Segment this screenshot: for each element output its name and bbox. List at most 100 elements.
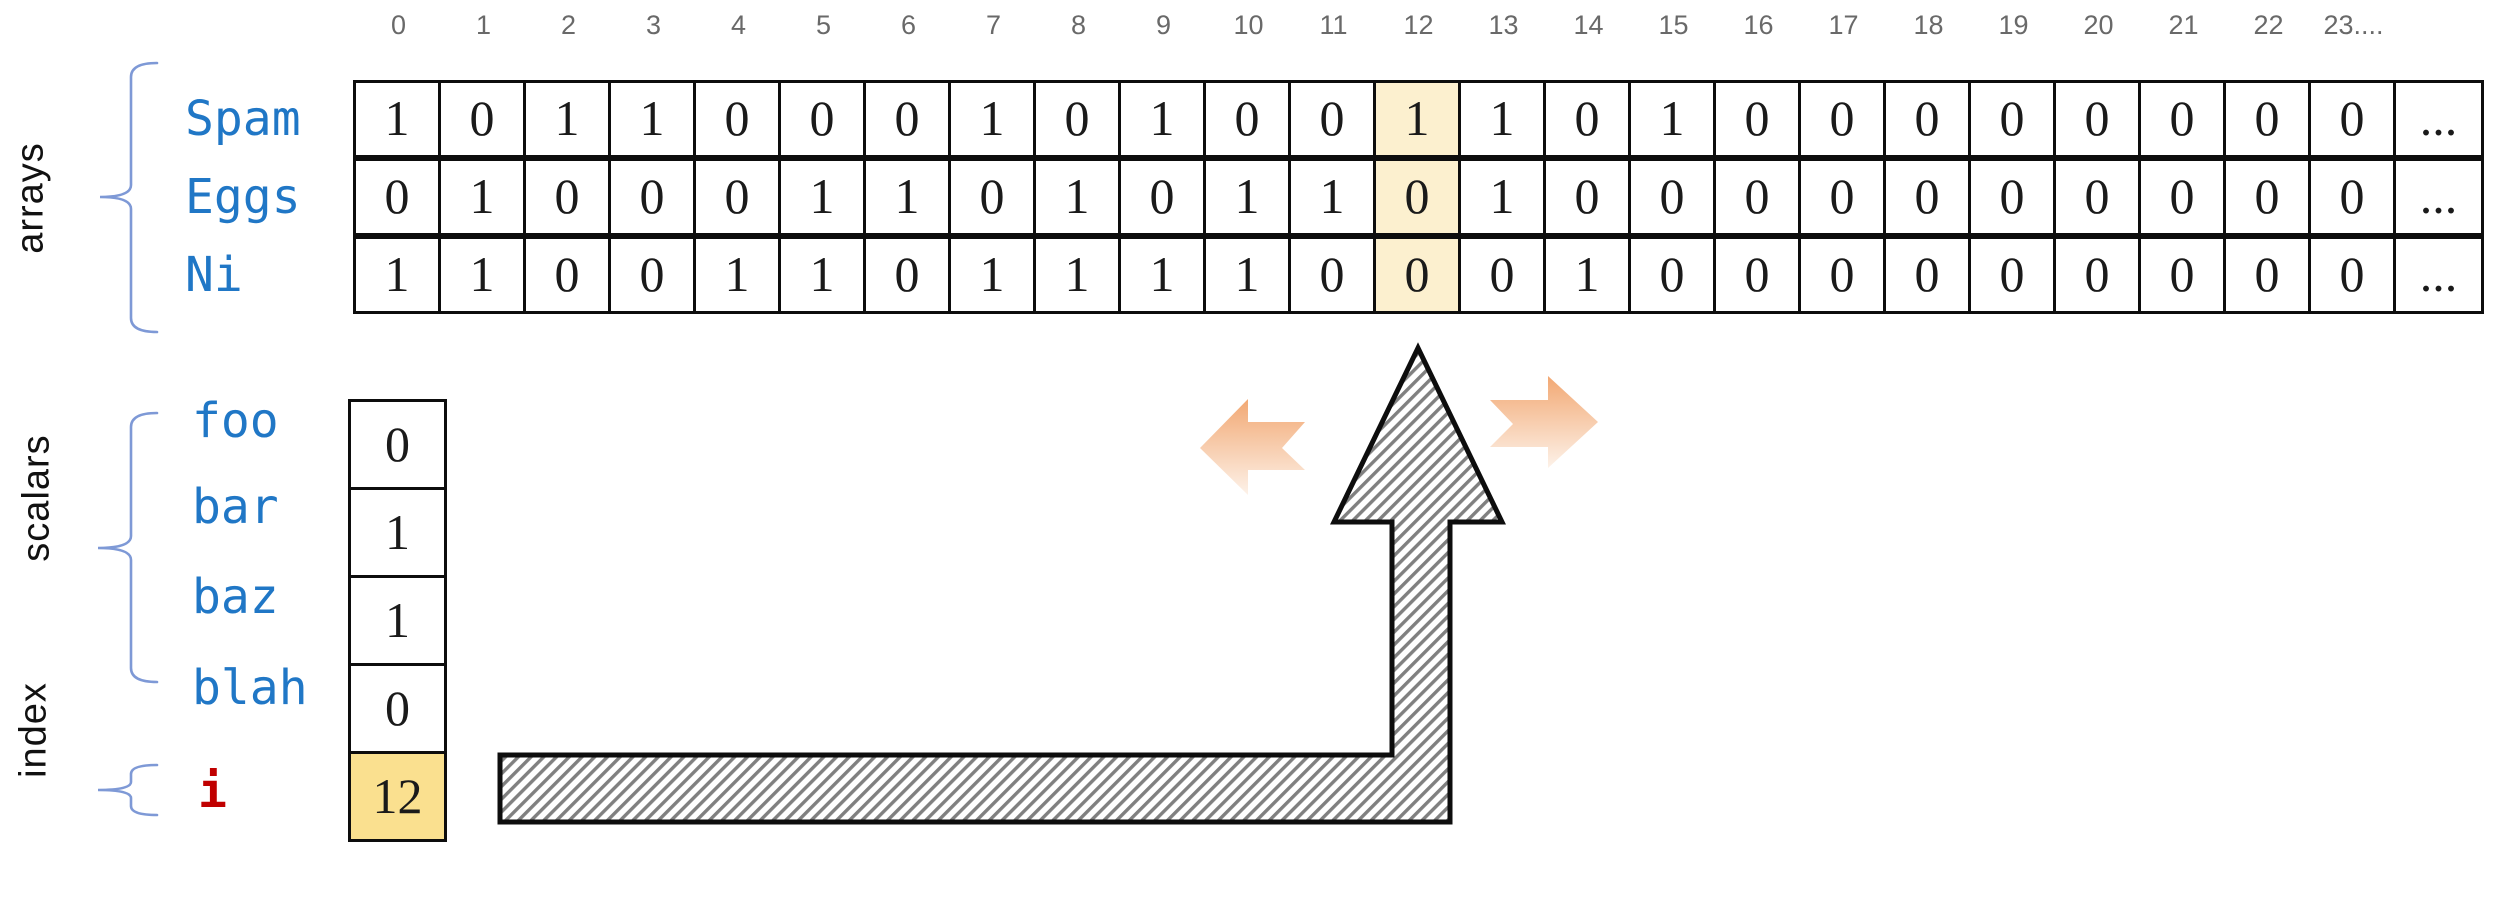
array-cell: 0 [611,239,696,311]
array-cell: 0 [2226,239,2311,311]
array-cell: 1 [781,161,866,233]
array-cell: 0 [1291,239,1376,311]
column-header: 19 [1998,10,2029,40]
array-cell: 0 [1716,161,1801,233]
array-row: 0 1 0 0 0 1 1 0 1 0 1 1 0 1 0 0 0 0 0 0 0 0 0 0... [353,158,2484,236]
array-overflow-cell: ... [2419,168,2458,224]
index-pointer-arrow-icon [497,342,1506,825]
array-cell: 0 [1631,161,1716,233]
array-row-label: Spam [185,91,301,147]
column-header: 21 [2168,10,2199,40]
column-header: 11 [1319,10,1348,40]
array-cell: 0 [2141,161,2226,233]
array-cell: 0 [1716,239,1801,311]
arrays-brace-icon [99,61,159,334]
array-cell: 0 [1886,83,1971,155]
scalar-label: foo [192,393,279,449]
column-headers: 0 1 2 3 4 5 6 7 8 9 10 11 12 13 14 15 16 17 18 19 20 21 22 23..… [356,10,2396,41]
scalar-table: 0 1 1 0 12 [348,399,447,842]
array-table: 1 0 1 1 0 0 0 1 0 1 0 0 1 1 0 1 0 0 0 0 0 0 0 0... 0 1 0 0 0 1 1 0 1 0 1 1 0… [353,80,2484,314]
array-cell: 1 [441,239,526,311]
array-cell: 1 [781,239,866,311]
array-cell: 1 [1461,83,1546,155]
array-cell: 1 [1121,83,1206,155]
array-cell: 1 [611,83,696,155]
array-cell: 0 [1886,161,1971,233]
index-group-label: index [12,682,55,778]
column-header: 3 [645,10,662,40]
array-overflow-cell: ... [2419,246,2458,302]
array-cell: 1 [1206,161,1291,233]
array-cell: 0 [2226,161,2311,233]
array-cell: 0 [1716,83,1801,155]
array-cell: 0 [2311,239,2396,311]
array-cell: 0 [356,161,441,233]
column-header: 7 [985,10,1002,40]
array-cell: 0 [866,83,951,155]
array-cell: 1 [1206,239,1291,311]
array-cell: 0 [1376,161,1461,233]
index-label: i [198,763,227,819]
array-cell: 0 [611,161,696,233]
scalar-cell: 0 [348,663,447,754]
array-cell: 0 [1971,161,2056,233]
array-cell: 0 [1546,83,1631,155]
array-row: 1 0 1 1 0 0 0 1 0 1 0 0 1 1 0 1 0 0 0 0 0 0 0 0... [353,80,2484,158]
scalar-cell: 1 [348,575,447,666]
array-cell: 0 [1886,239,1971,311]
shift-right-arrow-icon [1490,376,1598,468]
array-cell: 0 [2056,83,2141,155]
array-cell: 1 [441,161,526,233]
scalars-brace-icon [97,411,159,684]
column-header: 6 [900,10,917,40]
array-overflow-cell: ... [2419,90,2458,146]
array-cell: 0 [1121,161,1206,233]
array-cell: 0 [1036,83,1121,155]
column-header: 2 [560,10,577,40]
array-cell: 0 [2311,161,2396,233]
array-cell: 0 [696,83,781,155]
array-cell: 0 [1206,83,1291,155]
array-cell: 0 [1546,161,1631,233]
array-cell: 0 [1801,83,1886,155]
column-header: 16 [1743,10,1774,40]
array-cell: 1 [951,239,1036,311]
array-cell: 1 [356,239,441,311]
column-header: 12 [1403,10,1434,40]
array-cell: 0 [1801,239,1886,311]
column-header: 0 [390,10,407,40]
column-header: 9 [1155,10,1172,40]
array-cell: 1 [1546,239,1631,311]
array-cell: 1 [1121,239,1206,311]
array-cell: 0 [2056,161,2141,233]
column-header: 20 [2083,10,2114,40]
column-header: 8 [1070,10,1087,40]
array-cell: 1 [951,83,1036,155]
array-cell: 0 [526,239,611,311]
array-cell: 0 [866,239,951,311]
index-brace-icon [97,763,159,817]
array-cell: 0 [1376,239,1461,311]
array-cell: 0 [1631,239,1716,311]
scalar-label: bar [192,479,279,535]
array-cell: 0 [2141,83,2226,155]
array-cell: 1 [526,83,611,155]
array-cell: 0 [526,161,611,233]
array-row-label: Eggs [185,169,301,225]
array-cell: 0 [2056,239,2141,311]
array-cell: 0 [1461,239,1546,311]
array-cell: 0 [2141,239,2226,311]
column-header: 23.... [2323,10,2384,40]
scalar-label: blah [192,660,308,716]
array-cell: 0 [696,161,781,233]
array-cell: 0 [2226,83,2311,155]
scalar-cell: 0 [348,399,447,490]
array-cell: 1 [1036,161,1121,233]
array-cell: 1 [1631,83,1716,155]
array-cell: 0 [441,83,526,155]
array-cell: 0 [781,83,866,155]
array-cell: 1 [1461,161,1546,233]
array-cell: 1 [866,161,951,233]
array-cell: 1 [1036,239,1121,311]
array-row: 1 1 0 0 1 1 0 1 1 1 1 0 0 0 1 0 0 0 0 0 0 0 0 0... [353,236,2484,314]
